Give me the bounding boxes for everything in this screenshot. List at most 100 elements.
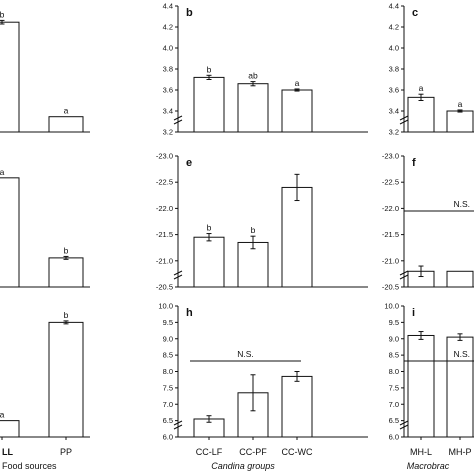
axis-break-mark [399, 115, 409, 125]
y-tick-label: 10.0 [384, 302, 399, 311]
panel-d-mid: ab [0, 167, 90, 288]
significance-letter: ab [248, 71, 258, 81]
bar-LL [0, 21, 20, 133]
panel-letter: h [186, 307, 193, 319]
panel-e: -20.5 -21.0 -21.5 -22.0 -22.5 -23.0 b b e [156, 152, 368, 292]
bar-LL [0, 177, 20, 288]
x-category-label: MH-P [449, 447, 472, 457]
y-tick-label: 9.0 [389, 334, 399, 343]
x-title-macrobrac: Macrobrac [407, 461, 450, 471]
y-tick-label: 3.4 [389, 107, 399, 116]
y-tick-label: -21.5 [156, 230, 173, 239]
panel-letter: c [412, 7, 418, 19]
ns-label: N.S. [237, 349, 254, 359]
significance-letter: b [207, 64, 212, 74]
y-tick-label: 3.2 [389, 128, 399, 137]
y-tick-label: 4.0 [389, 44, 399, 53]
y-tick-label: 4.4 [163, 2, 173, 11]
y-tick-label: 7.0 [389, 400, 399, 409]
y-tick-label: 7.0 [163, 400, 173, 409]
y-tick-label: 7.5 [389, 383, 399, 392]
y-tick-label: 3.6 [163, 86, 173, 95]
significance-letter: b [207, 223, 212, 233]
panel-g-bot: a LL b PP [0, 310, 90, 457]
panel-letter: f [412, 157, 416, 169]
y-tick-label: -21.5 [382, 230, 399, 239]
significance-letter: a [64, 106, 69, 116]
bar-CC-LF [193, 76, 225, 133]
panel-c: 3.2 3.4 3.6 3.8 4.0 4.2 4.4 a a c [389, 2, 474, 137]
bar-PP [48, 116, 84, 133]
significance-letter: a [419, 83, 424, 93]
y-tick-label: 9.5 [163, 318, 173, 327]
y-tick-label: -20.5 [382, 283, 399, 292]
y-tick-label: -22.0 [156, 204, 173, 213]
significance-letter: b [251, 225, 256, 235]
y-tick-label: 3.2 [163, 128, 173, 137]
y-tick-label: 9.5 [389, 318, 399, 327]
y-tick-label: -21.0 [382, 256, 399, 265]
ns-label: N.S. [453, 349, 470, 359]
panel-i: 6.0 6.5 7.0 7.5 8.0 8.5 9.0 9.5 10.0 MH-L MH-P N.S.… [384, 302, 474, 457]
bar-PP [48, 257, 84, 288]
y-tick-label: 8.0 [163, 367, 173, 376]
x-category-label: CC-PF [239, 447, 267, 457]
y-tick-label: -21.0 [156, 256, 173, 265]
y-tick-label: -23.0 [156, 152, 173, 161]
x-category-label: LL [2, 447, 13, 457]
axis-break-mark [173, 420, 183, 430]
x-title-candina-groups: Candina groups [211, 461, 275, 471]
y-tick-label: 6.5 [163, 416, 173, 425]
y-tick-label: 4.2 [163, 23, 173, 32]
axis-break-mark [399, 420, 409, 430]
y-tick-label: 3.6 [389, 86, 399, 95]
x-category-label: MH-L [410, 447, 432, 457]
y-tick-label: 4.2 [389, 23, 399, 32]
significance-letter: a [295, 78, 300, 88]
bar-CC-WC [281, 186, 313, 288]
y-tick-label: 6.0 [389, 433, 399, 442]
y-tick-label: 8.0 [389, 367, 399, 376]
bar-LL [0, 420, 20, 438]
significance-letter: b [64, 245, 69, 255]
significance-letter: b [64, 310, 69, 320]
x-category-label: PP [60, 447, 72, 457]
y-tick-label: 10.0 [158, 302, 173, 311]
y-tick-label: 4.4 [389, 2, 399, 11]
y-tick-label: 7.5 [163, 383, 173, 392]
bar-CC-PF [237, 241, 269, 288]
y-tick-label: 3.8 [389, 65, 399, 74]
panel-letter: i [412, 307, 415, 319]
significance-letter: a [458, 99, 463, 109]
significance-letter: b [0, 9, 5, 19]
panel-h: 6.0 6.5 7.0 7.5 8.0 8.5 9.0 9.5 10.0 CC-LF CC-PF CC… [158, 302, 368, 457]
significance-letter: a [0, 410, 5, 420]
y-tick-label: 9.0 [163, 334, 173, 343]
axis-break-mark [173, 270, 183, 280]
y-tick-label: -22.5 [156, 178, 173, 187]
panel-f: -20.5 -21.0 -21.5 -22.0 -22.5 -23.0 N.S. f [382, 152, 474, 292]
y-tick-label: 6.0 [163, 433, 173, 442]
x-category-label: CC-LF [196, 447, 223, 457]
y-tick-label: -23.0 [382, 152, 399, 161]
ns-label: N.S. [453, 199, 470, 209]
axis-break-mark [399, 270, 409, 280]
y-tick-label: 3.8 [163, 65, 173, 74]
bar-MH-P [446, 110, 474, 133]
bar-MH-L [407, 334, 435, 438]
panel-a-top: ba [0, 9, 90, 133]
y-tick-label: -22.5 [382, 178, 399, 187]
y-tick-label: -22.0 [382, 204, 399, 213]
y-tick-label: 6.5 [389, 416, 399, 425]
bar-MH-P [446, 270, 474, 288]
panel-letter: e [186, 157, 192, 169]
x-title-food-sources: Food sources [2, 461, 57, 471]
x-category-label: CC-WC [282, 447, 313, 457]
bar-CC-PF [237, 83, 269, 133]
y-tick-label: 8.5 [389, 351, 399, 360]
panel-letter: b [186, 7, 193, 19]
bar-CC-LF [193, 236, 225, 288]
y-tick-label: 8.5 [163, 351, 173, 360]
